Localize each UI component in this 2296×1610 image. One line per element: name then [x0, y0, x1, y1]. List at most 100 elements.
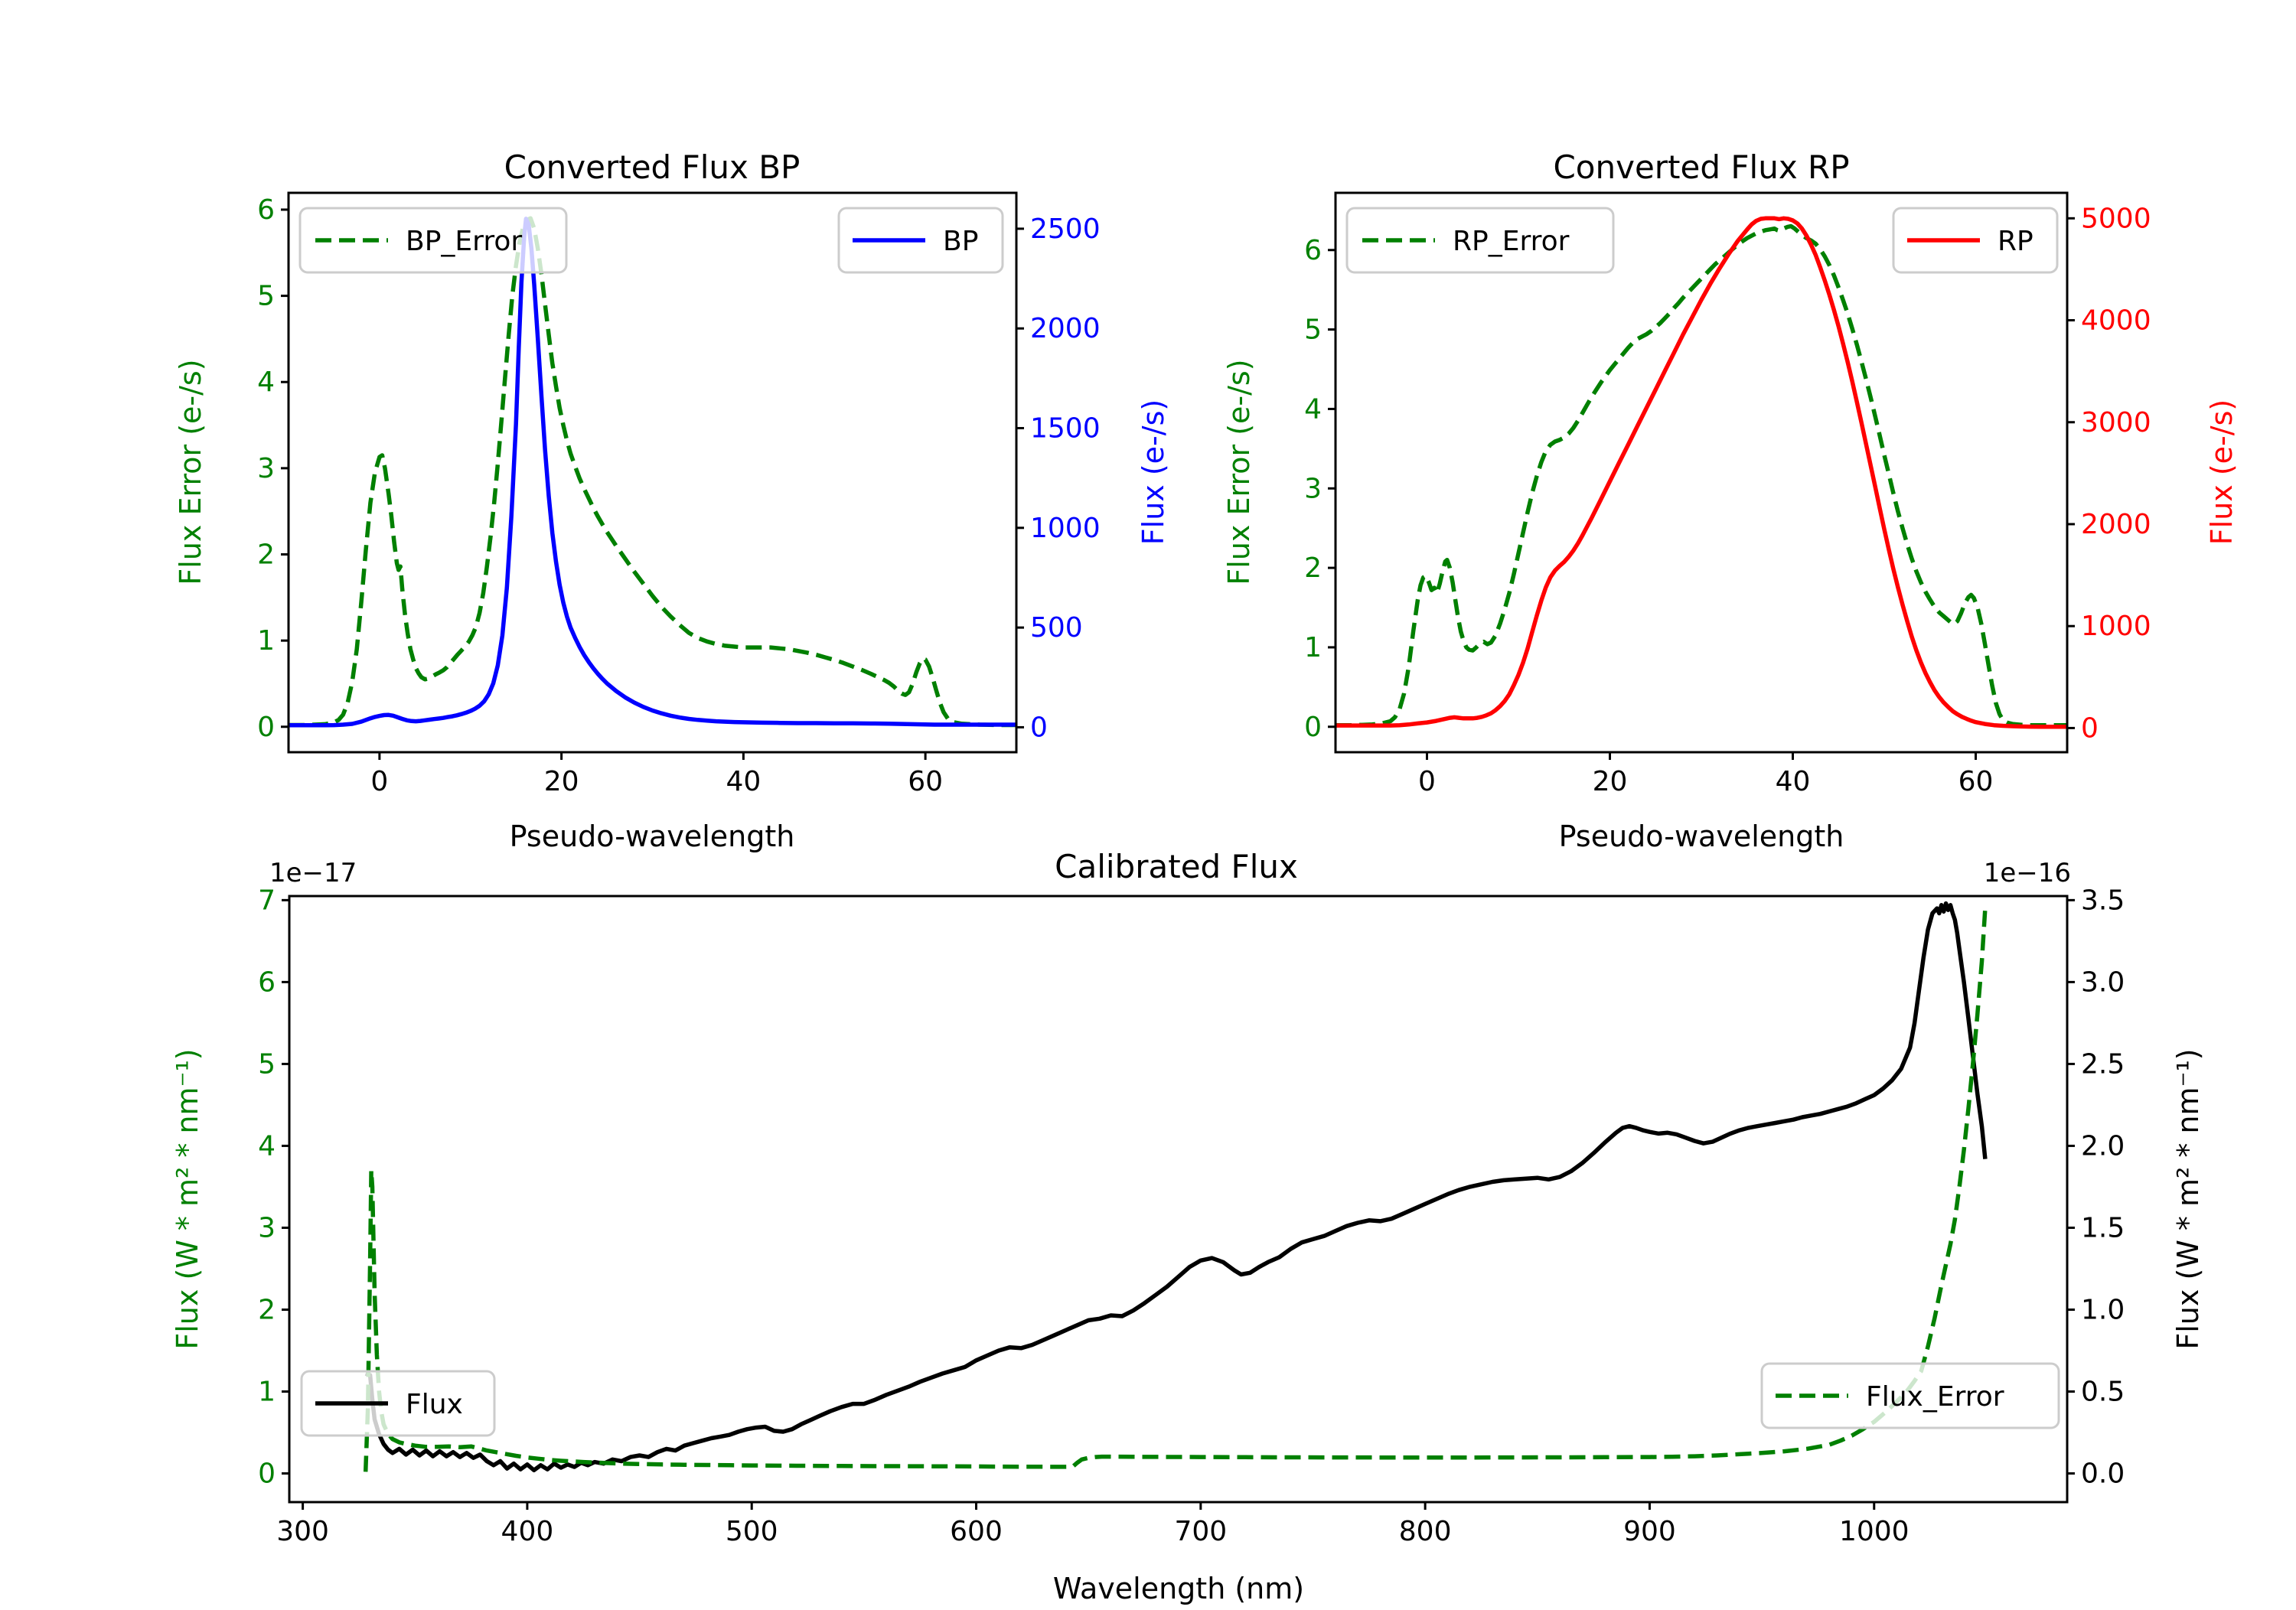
rp-title: Converted Flux RP: [1553, 148, 1849, 186]
cal-xlabel: Wavelength (nm): [1053, 1572, 1304, 1605]
cal-xtick-label: 600: [950, 1516, 1003, 1547]
bp-frame: [287, 191, 1018, 754]
bp-subplot: Converted Flux BP 0 20 40 60012345605001000…: [174, 148, 1170, 853]
bp-ytick-right-label: 0: [1030, 712, 1048, 743]
rp-ytick-right-label: 4000: [2081, 305, 2151, 337]
rp-xtick-label: 20: [1593, 766, 1628, 797]
bp-title: Converted Flux BP: [504, 148, 801, 186]
cal-ytick-left-label: 0: [258, 1458, 276, 1490]
rp-error-legend-label: RP_Error: [1453, 226, 1570, 257]
cal-ytick-right-label: 1.0: [2081, 1294, 2125, 1325]
cal-xtick-label: 500: [726, 1516, 778, 1547]
rp-ytick-right-label: 3000: [2081, 407, 2151, 438]
cal-ytick-right-label: 2.0: [2081, 1130, 2125, 1162]
bp-xtick-label: 0: [370, 766, 388, 797]
bp-series-bp: [289, 217, 1016, 728]
cal-ytick-left-label: 1: [258, 1377, 276, 1408]
cal-plot-area: 300 400 500 600 700 800 900 1000 0 1 2 3 4 5 6 7 0.0 0.5 1…: [258, 885, 2125, 1547]
rp-series-rp_error: [1336, 223, 2067, 728]
rp-plot-bg: [1336, 193, 2067, 752]
bp-series-bp_error: [289, 216, 1016, 728]
bp-ylabel-left: Flux Error (e-/s): [174, 359, 207, 585]
cal-xtick-label: 900: [1623, 1516, 1676, 1547]
bp-ytick-right-label: 1500: [1030, 413, 1101, 445]
rp-xtick-label: 40: [1776, 766, 1811, 797]
rp-ytick-left-label: 1: [1304, 632, 1322, 663]
flux-legend-label: Flux: [406, 1389, 463, 1420]
cal-frame: [288, 895, 2069, 1504]
cal-ytick-left-label: 7: [258, 885, 276, 916]
bp-ytick-right-label: 500: [1030, 612, 1083, 644]
cal-xtick-label: 1000: [1839, 1516, 1910, 1547]
bp-ytick-left-label: 6: [257, 194, 275, 226]
flux-error-legend: Flux_Error: [1760, 1362, 2060, 1429]
rp-legend-label: RP: [1998, 226, 2033, 257]
rp-error-legend: RP_Error: [1345, 207, 1615, 274]
bp-ytick-right-label: 2500: [1030, 213, 1101, 245]
rp-series-rp: [1336, 216, 2067, 729]
cal-ytick-left-label: 5: [258, 1048, 276, 1080]
cal-xtick-label: 300: [276, 1516, 329, 1547]
cal-ylabel-left: Flux (W * m² * nm⁻¹): [171, 1048, 204, 1349]
cal-ytick-right-label: 3.5: [2081, 885, 2125, 916]
bp-xtick-label: 60: [908, 766, 943, 797]
bp-error-legend: BP_Error: [298, 207, 568, 274]
cal-ytick-left-label: 2: [258, 1294, 276, 1325]
cal-ytick-right-label: 0.5: [2081, 1377, 2125, 1408]
rp-xlabel: Pseudo-wavelength: [1559, 820, 1844, 853]
rp-ytick-right-label: 0: [2081, 712, 2099, 744]
cal-ytick-left-label: 6: [258, 966, 276, 998]
rp-ytick-right-label: 2000: [2081, 509, 2151, 540]
rp-ytick-left-label: 6: [1304, 235, 1322, 266]
cal-offset-left: 1e−17: [269, 858, 357, 888]
bp-ytick-left-label: 0: [257, 712, 275, 743]
bp-ytick-right-label: 2000: [1030, 313, 1101, 344]
cal-offset-right: 1e−16: [1984, 858, 2071, 888]
cal-series-flux: [364, 901, 1988, 1473]
bp-ytick-left-label: 4: [257, 367, 275, 398]
rp-curves: [1336, 216, 2067, 729]
rp-ytick-right-label: 1000: [2081, 611, 2151, 642]
rp-ytick-left-label: 5: [1304, 315, 1322, 346]
cal-xtick-label: 800: [1399, 1516, 1452, 1547]
rp-ylabel-right: Flux (e-/s): [2205, 399, 2239, 545]
cal-ytick-right-label: 1.5: [2081, 1212, 2125, 1243]
cal-ytick-right-label: 0.0: [2081, 1458, 2125, 1490]
rp-legend: RP: [1892, 207, 2059, 274]
flux-error-legend-label: Flux_Error: [1866, 1381, 2004, 1413]
cal-ytick-right-label: 3.0: [2081, 966, 2125, 998]
flux-legend: Flux: [300, 1370, 496, 1437]
bp-xtick-label: 40: [726, 766, 761, 797]
rp-ytick-left-label: 2: [1304, 552, 1322, 584]
bp-ytick-left-label: 3: [257, 453, 275, 484]
cal-xtick-label: 400: [501, 1516, 554, 1547]
cal-ytick-left-label: 4: [258, 1130, 276, 1162]
rp-ytick-left-label: 3: [1304, 473, 1322, 504]
bp-curves: [289, 216, 1016, 728]
rp-ytick-right-label: 5000: [2081, 203, 2151, 234]
cal-xtick-label: 700: [1174, 1516, 1227, 1547]
rp-ylabel-left: Flux Error (e-/s): [1222, 359, 1256, 585]
bp-ytick-right-label: 1000: [1030, 513, 1101, 544]
bp-xtick-label: 20: [544, 766, 579, 797]
cal-ylabel-right: Flux (W * m² * nm⁻¹): [2171, 1048, 2205, 1349]
rp-ytick-left-label: 0: [1304, 712, 1322, 743]
cal-title: Calibrated Flux: [1055, 848, 1298, 885]
rp-xtick-label: 0: [1418, 766, 1436, 797]
cal-ytick-left-label: 3: [258, 1212, 276, 1243]
bp-ylabel-right: Flux (e-/s): [1137, 399, 1170, 545]
calibrated-subplot: Calibrated Flux 1e−17 1e−16 300 400 500 600…: [171, 848, 2205, 1605]
cal-ytick-right-label: 2.5: [2081, 1048, 2125, 1080]
rp-xtick-label: 60: [1958, 766, 1994, 797]
bp-ytick-left-label: 2: [257, 539, 275, 571]
bp-legend-label: BP: [943, 226, 978, 257]
bp-plot-bg: [289, 193, 1016, 752]
rp-frame: [1334, 191, 2069, 754]
bp-ytick-left-label: 5: [257, 281, 275, 312]
bp-error-legend-label: BP_Error: [406, 226, 522, 257]
bp-ytick-left-label: 1: [257, 625, 275, 657]
